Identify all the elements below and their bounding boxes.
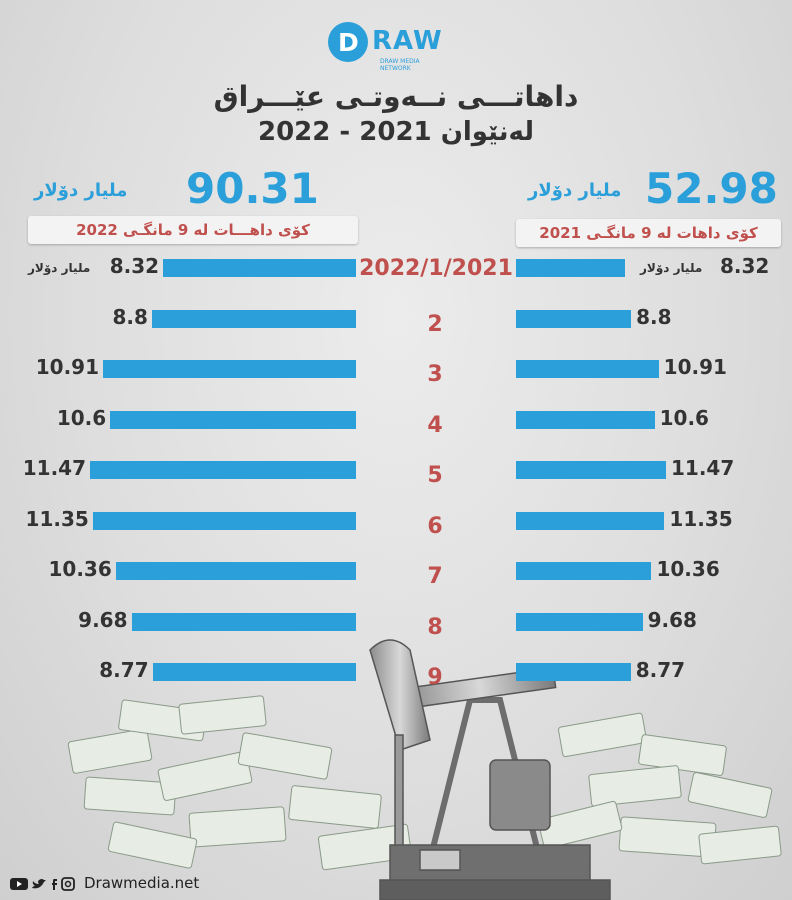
month-label-6: 6 (427, 513, 443, 539)
bar-2021-9 (516, 663, 631, 681)
bar-2021-8 (516, 612, 643, 631)
bar-2022-4 (110, 410, 356, 429)
money-stacks-left (67, 695, 413, 871)
instagram-icon (61, 877, 75, 891)
value-label-2022-8: 9.68 (78, 607, 128, 632)
value-label-2021-4: 10.6 (659, 405, 709, 430)
value-label-2021-9: 8.77 (635, 658, 686, 682)
left-total: 90.31 (186, 164, 319, 213)
left-total-unit: مليار دۆلار (34, 180, 128, 201)
logo-tagline: DRAW MEDIA NETWORK (380, 58, 420, 72)
month-label-8: 8 (427, 614, 443, 640)
bar-2022-5 (90, 461, 356, 479)
month-label-4: 4 (427, 412, 443, 438)
value-label-2021-8: 9.68 (647, 607, 697, 632)
value-label-2021-7: 10.36 (656, 557, 720, 581)
value-label-2022-6: 11.35 (25, 506, 89, 531)
month-label-3: 3 (427, 362, 443, 387)
value-label-2021-6: 11.35 (669, 506, 733, 531)
bar-2021-1 (516, 259, 625, 277)
month-label-9: 9 (427, 665, 443, 690)
bar-2022-3 (102, 360, 356, 378)
draw-logo: D RAW DRAW MEDIA NETWORK (328, 20, 452, 72)
logo-text: RAW (372, 26, 443, 56)
month-label-5: 5 (427, 463, 443, 488)
bar-2022-6 (92, 511, 356, 530)
money-stacks-right (537, 712, 782, 865)
page-subtitle: لەنێوان 2021 - 2022 (257, 117, 535, 147)
value-label-2021-1: 8.32 (720, 254, 770, 278)
bar-2022-7 (115, 562, 356, 580)
value-label-2022-5: 11.47 (22, 456, 86, 480)
right-first-unit: مليار دۆلار (640, 261, 703, 275)
right-total: 52.98 (645, 164, 778, 213)
logo-letter: D (338, 28, 359, 57)
month-label-2: 2 (427, 311, 443, 337)
value-label-2022-9: 8.77 (99, 658, 149, 682)
bar-2021-6 (516, 511, 665, 530)
bar-2021-5 (516, 461, 666, 479)
left-first-unit: مليار دۆلار (28, 261, 91, 275)
value-label-2021-5: 11.47 (671, 456, 735, 480)
twitter-icon (32, 879, 46, 889)
bar-2021-4 (516, 410, 655, 429)
value-label-2022-3: 10.91 (35, 355, 99, 379)
bar-2021-7 (516, 562, 652, 580)
value-label-2022-4: 10.6 (56, 405, 107, 430)
value-label-2021-2: 8.8 (636, 304, 672, 329)
social-icons (10, 877, 75, 891)
value-label-2021-3: 10.91 (663, 355, 727, 379)
value-label-2022-7: 10.36 (48, 557, 112, 581)
right-total-unit: مليار دۆلار (528, 180, 622, 201)
website-url[interactable]: Drawmedia.net (84, 874, 200, 892)
bar-2022-1 (163, 259, 356, 277)
pump-jack (369, 639, 611, 900)
logo-circle (328, 22, 368, 62)
bar-2022-9 (152, 663, 356, 681)
youtube-icon (10, 878, 28, 890)
bar-2022-8 (131, 612, 356, 631)
value-label-2022-2: 8.8 (112, 304, 148, 329)
facebook-icon (52, 879, 57, 890)
month-label-7: 7 (427, 564, 443, 589)
month-label-1: 2022/1/2021 (359, 256, 513, 281)
value-label-2022-1: 8.32 (109, 254, 160, 278)
left-caption: کۆی داهـــات لە 9 مانگـی 2022 (28, 216, 358, 244)
page-title: داهاتـــی نــەوتـی عێـــراق (213, 80, 579, 113)
bar-2022-2 (151, 309, 356, 328)
bar-2021-2 (516, 309, 632, 328)
right-caption: کۆی داهات لە 9 مانگـی 2021 (516, 219, 781, 247)
bar-2021-3 (516, 360, 659, 378)
